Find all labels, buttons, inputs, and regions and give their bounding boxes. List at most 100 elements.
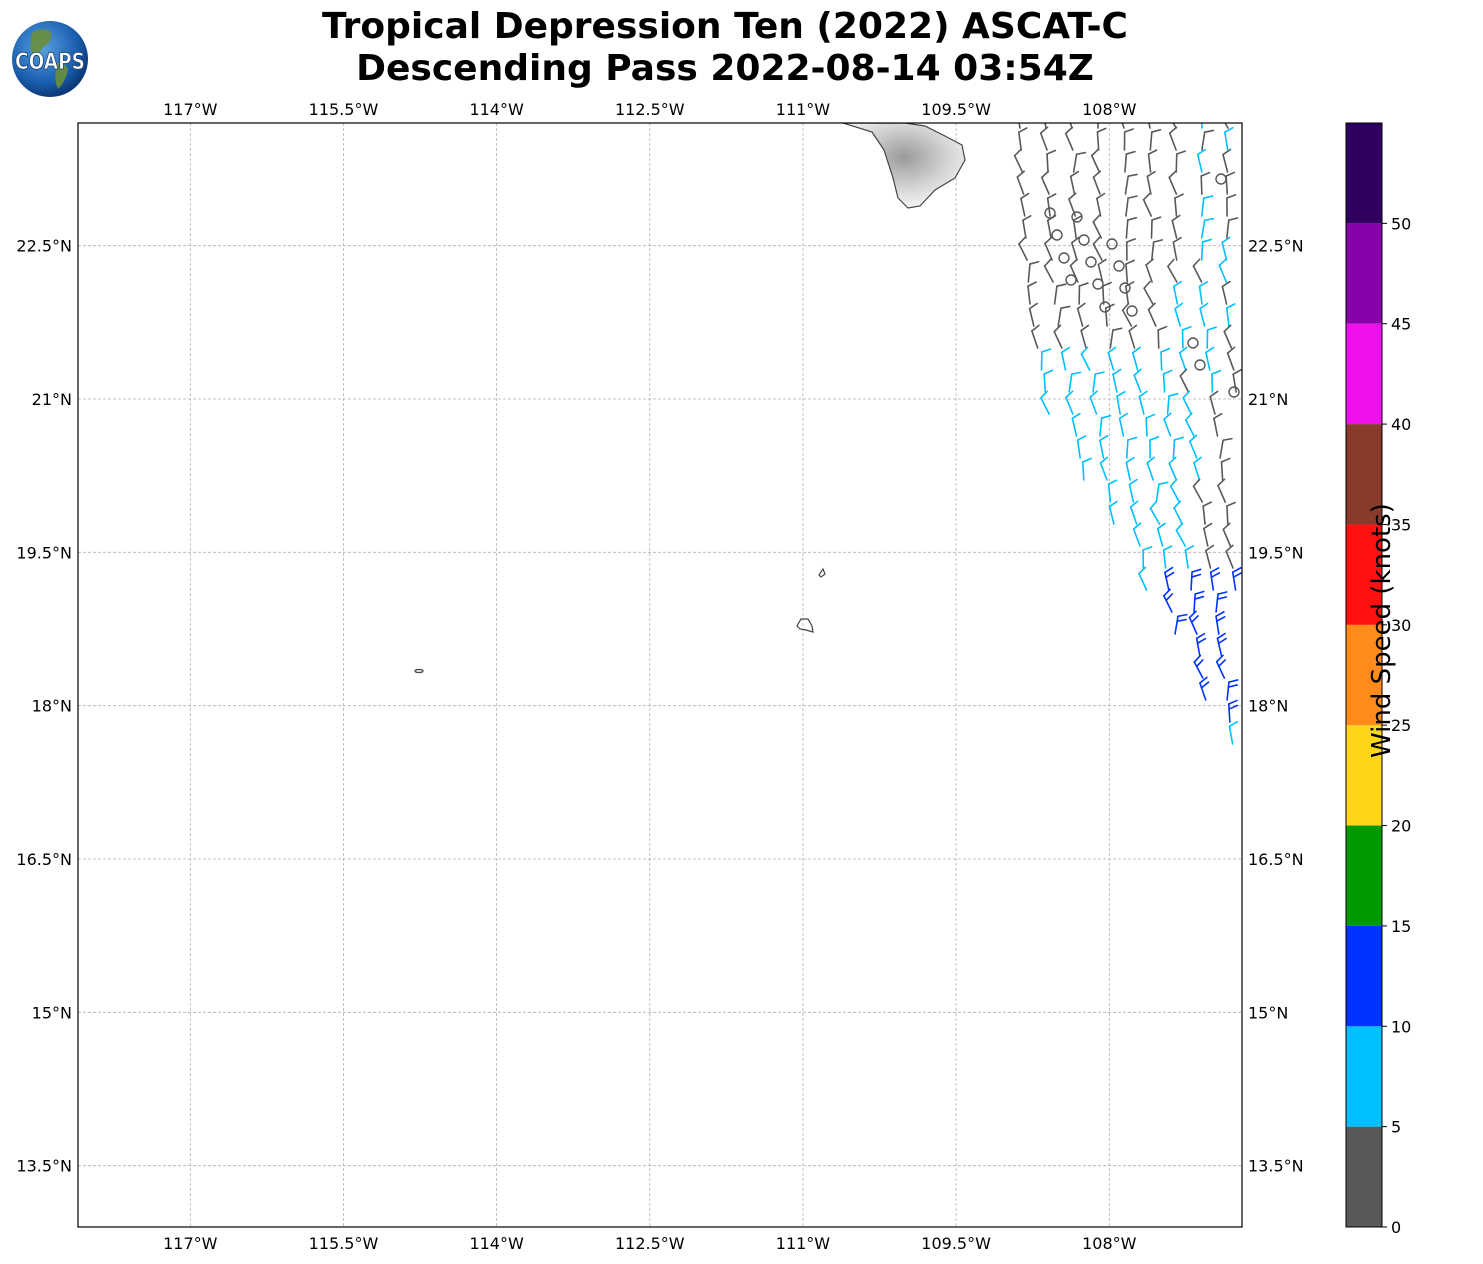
axis-tick-labels: 117°W 117°W 115.5°W 115.5°W 114°W 114°W 112.5°… [16,100,1303,1253]
wind-barb [1172,280,1183,305]
colorbar-segment [1346,524,1382,625]
wind-barb [1121,123,1125,129]
title-line-2: Descending Pass 2022-08-14 03:54Z [356,48,1094,89]
wind-barb [1046,149,1057,173]
wind-barb [1027,281,1037,305]
wind-barb [1145,258,1154,283]
lon-tick-top: 114°W [469,100,524,119]
wind-barb [1099,456,1109,481]
lat-tick-left: 22.5°N [16,237,72,256]
wind-barb [1145,413,1156,437]
wind-barb [1172,236,1182,261]
wind-barb [1044,236,1053,261]
wind-barb [1225,303,1236,327]
wind-barb [1228,720,1239,745]
wind-barb [1018,236,1028,261]
lat-tick-right: 19.5°N [1248,543,1304,562]
calm-wind-circle [1078,234,1090,246]
wind-barb [1065,390,1074,415]
lon-tick-bottom: 111°W [776,1234,831,1253]
wind-barb [1196,148,1207,173]
wind-barb [1150,216,1162,239]
wind-barb [1142,192,1152,217]
lat-tick-right: 16.5°N [1248,850,1304,869]
colorbar-tick-label: 30 [1391,616,1411,635]
wind-barb [1192,478,1204,503]
wind-barb [1125,195,1138,217]
wind-barb [1174,302,1184,327]
wind-barb [1147,149,1158,173]
wind-barb [1164,566,1175,591]
baja-california-landmass [842,123,966,209]
wind-barb [1040,390,1050,415]
colorbar-segment [1346,825,1382,926]
wind-barb [1123,128,1134,151]
lat-tick-left: 21°N [32,390,72,409]
colorbar-tick-label: 10 [1391,1017,1411,1036]
lon-tick-bottom: 108°W [1082,1234,1137,1253]
island-san-benedicto [818,567,826,578]
lon-tick-bottom: 109.5°W [921,1234,991,1253]
wind-barb [1071,412,1081,437]
wind-barb [1192,258,1203,283]
wind-barb [1070,236,1080,261]
colorbar-tick-label: 20 [1391,817,1411,836]
wind-barb [1096,192,1106,217]
wind-barb [1188,610,1199,635]
wind-barb [1078,282,1089,305]
wind-barb [1206,326,1217,349]
wind-barb [1189,434,1198,459]
wind-barb [1226,217,1239,239]
wind-barb [1202,501,1213,525]
wind-barb [1149,500,1161,525]
lon-tick-bottom: 112.5°W [615,1234,685,1253]
lon-tick-top: 112.5°W [615,100,685,119]
wind-barb [1222,148,1232,173]
colorbar-segment [1346,1026,1382,1127]
wind-barb [1099,434,1109,459]
wind-barb [1219,437,1233,459]
wind-barb [1091,148,1101,173]
wind-barb [1099,415,1112,437]
colorbar-label: Wind Speed (knots) [1367,503,1397,758]
lat-tick-left: 16.5°N [16,850,72,869]
wind-barb [1018,127,1028,151]
lon-tick-top: 111°W [776,100,831,119]
calm-wind-circle [1215,173,1227,185]
wind-barb [1013,148,1024,173]
wind-barb [1089,390,1098,415]
lat-tick-left: 18°N [32,697,72,716]
wind-barb [1155,481,1169,503]
wind-barb [1092,236,1103,261]
lon-tick-top: 117°W [163,100,218,119]
wind-barb [1076,302,1086,327]
wind-barb [1116,390,1126,415]
lat-tick-right: 13.5°N [1248,1157,1304,1176]
wind-barb [1209,390,1219,415]
wind-barb [1184,412,1195,437]
colorbar-tick-label: 15 [1391,917,1411,936]
wind-barb [1124,150,1136,173]
lat-tick-left: 15°N [32,1003,72,1022]
wind-barb [1041,170,1050,195]
wind-barb [1232,369,1242,393]
wind-barb [1224,127,1234,151]
lat-tick-left: 13.5°N [16,1157,72,1176]
logo-text: COAPS [15,50,85,75]
wind-barb [1053,283,1067,305]
wind-barb [1018,123,1021,129]
wind-barb [1057,305,1071,327]
map-plot-area [78,123,1242,1227]
wind-barb [1081,457,1092,481]
wind-barb [1168,126,1178,151]
colorbar-segment [1346,725,1382,826]
calm-wind-circle [1187,337,1199,349]
wind-barb [1166,392,1179,415]
colorbar-segment [1346,1126,1382,1227]
wind-barb [1031,324,1040,349]
wind-barb [1198,281,1209,305]
calm-wind-circle [1051,229,1063,241]
wind-barb [1146,170,1156,195]
wind-barb [1226,194,1237,217]
